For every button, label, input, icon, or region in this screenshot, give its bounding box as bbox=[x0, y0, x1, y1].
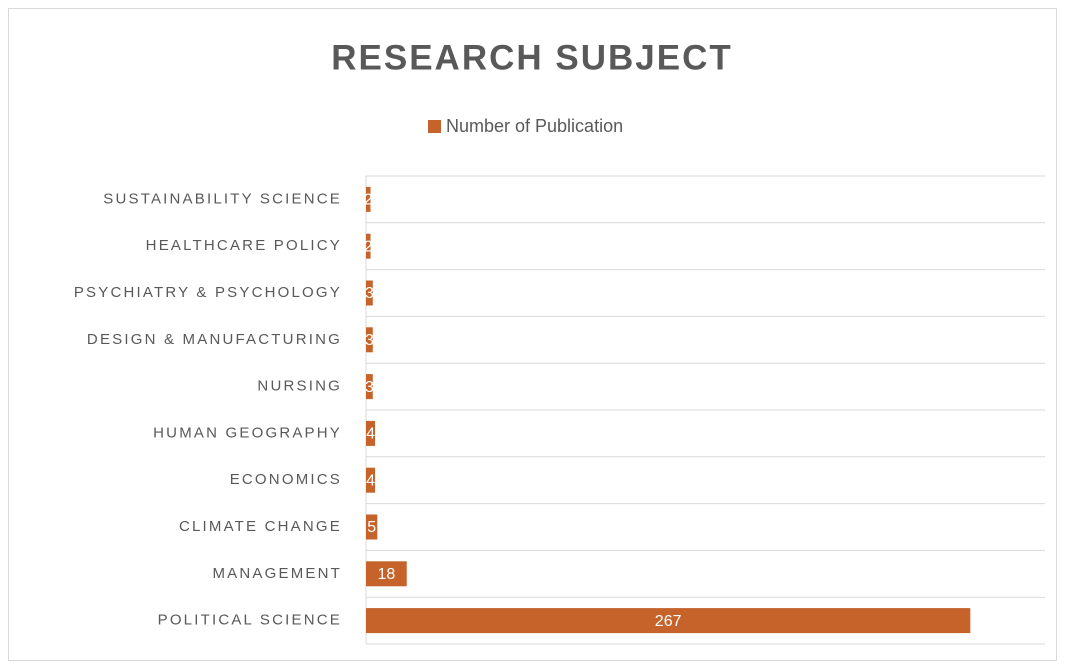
y-tick-label: DESIGN & MANUFACTURING bbox=[87, 331, 342, 348]
data-label: 3 bbox=[365, 285, 374, 302]
y-tick-label: POLITICAL SCIENCE bbox=[158, 612, 342, 629]
data-label: 3 bbox=[365, 379, 374, 396]
data-label: 3 bbox=[365, 332, 374, 349]
bar bbox=[366, 561, 407, 587]
data-label: 2 bbox=[364, 238, 373, 255]
y-tick-label: MANAGEMENT bbox=[212, 565, 342, 582]
chart-title: RESEARCH SUBJECT bbox=[331, 38, 733, 77]
y-tick-label: CLIMATE CHANGE bbox=[179, 518, 342, 535]
legend-label: Number of Publication bbox=[446, 116, 623, 136]
y-tick-label: HUMAN GEOGRAPHY bbox=[153, 424, 342, 441]
y-tick-label: PSYCHIATRY & PSYCHOLOGY bbox=[74, 284, 342, 301]
data-label: 4 bbox=[366, 426, 375, 443]
bar bbox=[366, 467, 376, 493]
bar bbox=[366, 420, 376, 446]
bar bbox=[366, 608, 971, 634]
bar bbox=[366, 233, 371, 259]
legend-swatch bbox=[428, 120, 441, 133]
y-tick-label: ECONOMICS bbox=[230, 471, 342, 488]
bar bbox=[366, 327, 373, 353]
data-label: 5 bbox=[367, 519, 376, 536]
bar bbox=[366, 186, 371, 212]
y-tick-label: HEALTHCARE POLICY bbox=[146, 237, 342, 254]
data-label: 18 bbox=[377, 566, 395, 583]
bar bbox=[366, 514, 378, 540]
bar bbox=[366, 374, 373, 400]
chart-frame bbox=[8, 8, 1057, 661]
data-label: 2 bbox=[364, 192, 373, 209]
data-label: 267 bbox=[655, 613, 682, 630]
data-label: 4 bbox=[366, 472, 375, 489]
bar bbox=[366, 280, 373, 306]
y-tick-label: NURSING bbox=[257, 378, 342, 395]
y-tick-label: SUSTAINABILITY SCIENCE bbox=[103, 190, 342, 207]
